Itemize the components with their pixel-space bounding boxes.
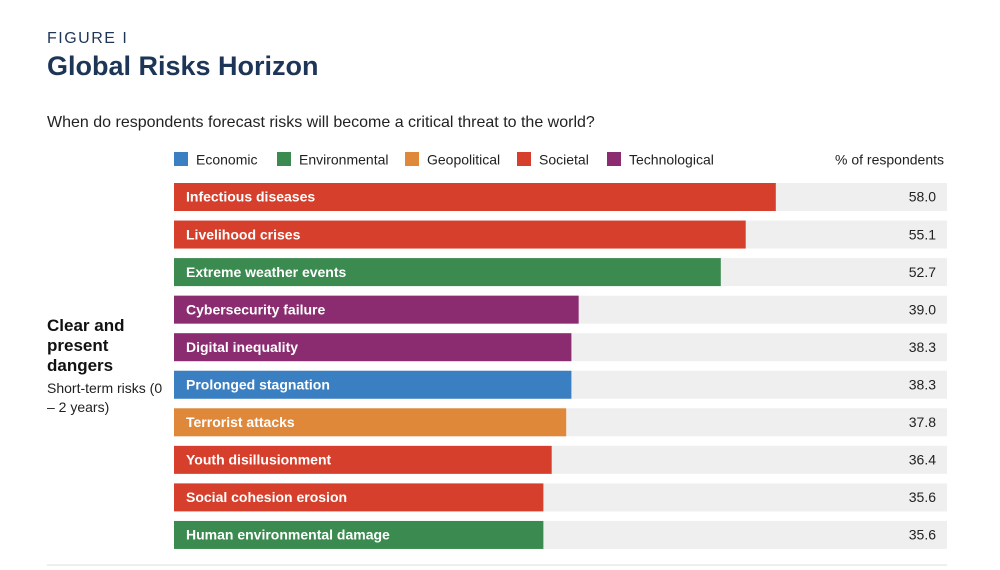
legend-label: Technological xyxy=(629,152,714,168)
bar-label: Infectious diseases xyxy=(186,189,315,205)
value-label: 37.8 xyxy=(909,414,936,430)
bar xyxy=(174,520,544,549)
subtitle: When do respondents forecast risks will … xyxy=(47,114,595,131)
legend-swatch xyxy=(405,152,419,166)
bar-label: Extreme weather events xyxy=(186,264,347,280)
legend-label: Societal xyxy=(539,152,589,168)
group-label: Clear and present dangers xyxy=(47,316,125,375)
value-label: 58.0 xyxy=(909,189,936,205)
legend-swatch xyxy=(174,152,188,166)
bar-label: Digital inequality xyxy=(186,339,298,355)
value-label: 36.4 xyxy=(909,452,936,468)
bar-label: Human environmental damage xyxy=(186,527,390,543)
bar xyxy=(174,258,721,287)
legend-swatch xyxy=(277,152,291,166)
bar-label: Terrorist attacks xyxy=(186,414,295,430)
value-label: 55.1 xyxy=(909,226,936,242)
bar xyxy=(174,333,572,362)
value-label: 35.6 xyxy=(909,489,936,505)
bar xyxy=(174,483,544,512)
bar xyxy=(174,220,746,249)
value-label: 35.6 xyxy=(909,527,936,543)
bar-label: Social cohesion erosion xyxy=(186,489,347,505)
chart-title: Global Risks Horizon xyxy=(47,51,319,81)
bar xyxy=(174,408,567,437)
legend-swatch xyxy=(517,152,531,166)
bar-label: Cybersecurity failure xyxy=(186,301,325,317)
bar xyxy=(174,183,776,211)
legend-swatch xyxy=(607,152,621,166)
figure-label: FIGURE I xyxy=(47,30,128,47)
group-sublabel: Short-term risks (0 – 2 years) xyxy=(47,380,163,415)
value-label: 38.3 xyxy=(909,339,936,355)
bar xyxy=(174,370,572,399)
value-label: 38.3 xyxy=(909,376,936,392)
bar xyxy=(174,445,552,474)
legend-label: Economic xyxy=(196,152,257,168)
bar-label: Prolonged stagnation xyxy=(186,376,330,392)
legend-label: Geopolitical xyxy=(427,152,500,168)
value-axis-label: % of respondents xyxy=(835,152,944,168)
bar-label: Livelihood crises xyxy=(186,226,301,242)
value-label: 39.0 xyxy=(909,301,936,317)
value-label: 52.7 xyxy=(909,264,936,280)
legend-label: Environmental xyxy=(299,152,389,168)
bar xyxy=(174,295,579,324)
bar-label: Youth disillusionment xyxy=(186,452,332,468)
